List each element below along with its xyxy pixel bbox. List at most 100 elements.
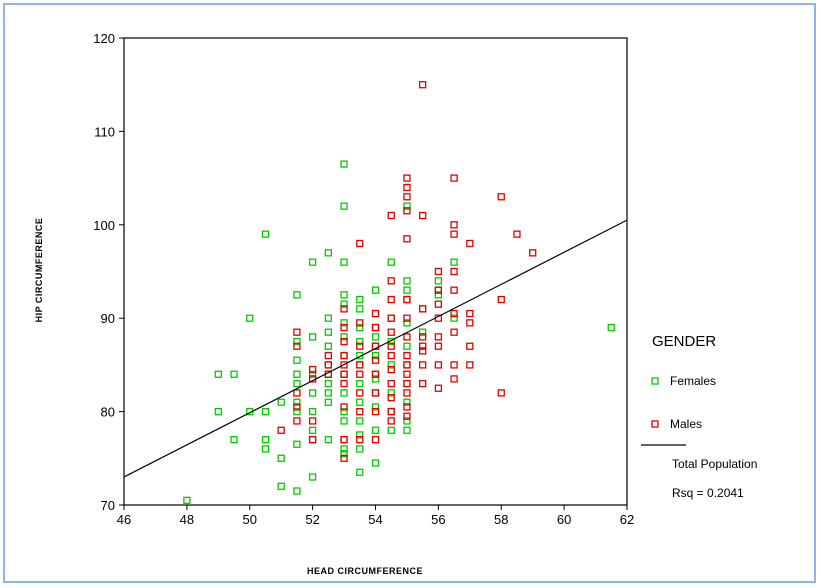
data-point-females: [214, 407, 222, 416]
data-point-males: [497, 295, 505, 304]
y-tick-label: 120: [93, 31, 115, 46]
data-point-females: [419, 328, 427, 336]
data-point-females: [371, 323, 380, 332]
data-point-females: [277, 454, 285, 462]
data-point-females: [356, 305, 364, 313]
data-point-males: [497, 389, 505, 397]
data-point-males: [293, 342, 301, 350]
data-point-males: [308, 365, 317, 374]
data-point-females: [308, 435, 317, 444]
x-tick-label: 50: [243, 512, 257, 527]
data-point-males: [434, 361, 443, 369]
x-tick-label: 48: [180, 512, 194, 527]
data-point-males: [466, 239, 474, 248]
data-point-males: [356, 370, 364, 378]
data-point-females: [324, 361, 332, 369]
data-point-females: [371, 426, 380, 434]
data-point-females: [403, 398, 411, 406]
data-point-females: [261, 435, 270, 444]
data-point-females: [387, 258, 395, 266]
data-point-males: [308, 417, 317, 425]
data-point-females: [356, 417, 364, 425]
data-point-females: [356, 445, 364, 453]
data-point-females: [403, 426, 411, 434]
data-point-males: [387, 342, 395, 350]
x-tick-label: 52: [305, 512, 319, 527]
data-point-females: [340, 407, 348, 416]
data-point-males: [403, 314, 411, 322]
data-point-males: [340, 403, 348, 411]
data-point-females: [293, 440, 301, 448]
data-point-males: [403, 174, 411, 182]
data-point-males: [340, 337, 348, 346]
data-point-females: [293, 291, 301, 299]
data-point-females: [246, 314, 254, 322]
data-point-males: [387, 365, 395, 374]
data-point-females: [450, 314, 458, 322]
legend-label-males: Males: [670, 417, 702, 431]
data-point-males: [371, 435, 380, 444]
data-point-males: [403, 183, 411, 192]
data-point-females: [403, 202, 411, 210]
data-point-females: [293, 487, 301, 495]
data-point-females: [308, 473, 317, 481]
data-point-males: [340, 370, 348, 378]
data-point-females: [324, 389, 332, 397]
data-point-males: [387, 379, 395, 388]
data-point-females: [340, 202, 348, 210]
data-point-females: [277, 398, 285, 406]
data-point-females: [230, 435, 238, 444]
data-point-females: [356, 431, 364, 439]
data-point-males: [419, 347, 427, 355]
data-point-males: [529, 249, 537, 257]
x-tick-label: 56: [431, 512, 445, 527]
legend-label-females: Females: [670, 374, 716, 388]
data-point-males: [513, 230, 521, 238]
data-point-males: [419, 342, 427, 350]
data-point-males: [403, 361, 411, 369]
data-point-males: [387, 277, 395, 285]
data-point-males: [419, 361, 427, 369]
data-point-males: [340, 361, 348, 369]
data-point-males: [293, 328, 301, 336]
data-point-females: [434, 291, 443, 299]
data-point-females: [403, 342, 411, 350]
series-males: [277, 81, 537, 462]
data-point-males: [340, 305, 348, 313]
data-point-females: [387, 389, 395, 397]
data-point-males: [387, 407, 395, 416]
data-point-females: [324, 328, 332, 336]
data-point-males: [356, 239, 364, 248]
data-point-females: [340, 449, 348, 458]
data-point-females: [340, 160, 348, 168]
data-point-females: [403, 286, 411, 294]
legend: GENDER Females Males Total Population Rs…: [641, 333, 757, 500]
data-point-females: [434, 277, 443, 285]
data-point-males: [419, 81, 427, 89]
x-tick-label: 62: [620, 512, 634, 527]
data-point-males: [324, 351, 332, 360]
data-point-males: [466, 361, 474, 369]
data-point-males: [371, 370, 380, 378]
y-axis-title: HIP CIRCUMFERENCE: [34, 218, 44, 323]
data-point-females: [293, 337, 301, 346]
data-point-males: [466, 342, 474, 350]
data-point-males: [403, 295, 411, 304]
data-point-females: [387, 426, 395, 434]
data-point-males: [356, 342, 364, 350]
x-tick-label: 60: [557, 512, 571, 527]
data-point-females: [340, 351, 348, 360]
data-point-females: [293, 356, 301, 364]
data-point-females: [324, 435, 332, 444]
data-point-males: [371, 407, 380, 416]
data-point-females: [214, 370, 222, 378]
data-point-males: [340, 379, 348, 388]
data-point-females: [371, 389, 380, 397]
data-point-females: [261, 407, 270, 416]
fit-line: [123, 219, 628, 478]
data-point-females: [403, 295, 411, 304]
data-point-males: [450, 267, 458, 276]
data-point-females: [607, 323, 615, 332]
data-point-males: [434, 300, 443, 308]
